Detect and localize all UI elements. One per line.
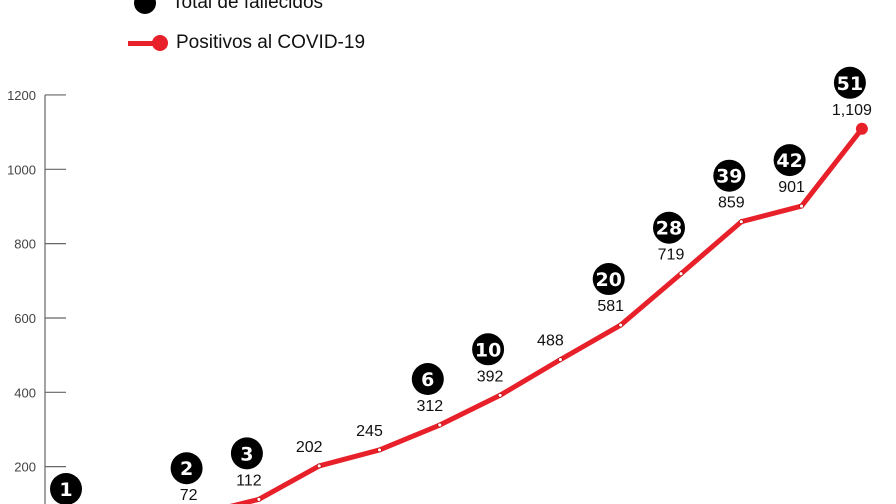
y-tick-label-600: 600 (14, 311, 36, 326)
y-tick-label-400: 400 (14, 385, 36, 400)
legend-label-fallecidos: Total de fallecidos (172, 0, 324, 13)
fallecidos-badge (411, 363, 444, 396)
positivos-value-label: 312 (416, 398, 443, 415)
fallecidos-badge-label: 20 (595, 269, 621, 291)
positivos-point (437, 422, 443, 428)
fallecidos-badge-label: 42 (776, 150, 802, 172)
legend-black-dot-icon (134, 0, 156, 14)
positivos-point (497, 392, 503, 398)
legend-item-fallecidos: Total de fallecidos (134, 0, 323, 14)
positivos-value-label: 488 (537, 333, 564, 350)
fallecidos-badge-label: 1 (59, 479, 72, 501)
fallecidos-badge-label: 28 (656, 218, 682, 240)
legend-label-positivos: Positivos al COVID-19 (176, 32, 366, 53)
positivos-line (229, 127, 864, 504)
fallecidos-badge-label: 3 (240, 443, 253, 465)
positivos-value-label: 392 (477, 368, 504, 385)
positivos-value-label: 72 (180, 487, 198, 504)
positivos-point-end (855, 122, 868, 135)
fallecidos-badge-label: 39 (716, 166, 742, 188)
positivos-point (799, 203, 804, 209)
y-tick-label-800: 800 (14, 237, 36, 252)
fallecidos-badge (472, 333, 505, 366)
positivos-point (738, 219, 744, 225)
fallecidos-badge (833, 66, 866, 99)
positivos-point (256, 496, 262, 502)
positivos-value-label: 581 (597, 298, 624, 315)
y-tick-label-1000: 1000 (7, 162, 36, 177)
fallecidos-badge (50, 473, 82, 504)
positivos-value-label: 202 (296, 439, 323, 456)
fallecidos-badge (773, 144, 806, 177)
y-tick-label-1200: 1200 (7, 88, 36, 103)
positivos-value-label: 859 (718, 195, 745, 212)
fallecidos-badge-label: 6 (421, 369, 434, 391)
legend-red-line-icon (128, 34, 168, 51)
fallecidos-badge-label: 2 (180, 458, 193, 480)
fallecidos-badge (230, 437, 263, 470)
positivos-value-label: 901 (778, 179, 805, 196)
positivos-point (316, 463, 322, 469)
positivos-value-label: 719 (658, 247, 685, 264)
legend-item-positivos: Positivos al COVID-19 (128, 32, 365, 54)
positivos-value-label: 245 (356, 423, 383, 440)
positivos-point (377, 447, 382, 453)
positivos-point (558, 357, 563, 363)
fallecidos-badge (592, 263, 625, 296)
positivos-point (618, 322, 624, 328)
positivos-value-label: 112 (236, 472, 262, 489)
y-tick-label-200: 200 (14, 460, 36, 475)
fallecidos-badge (170, 452, 203, 485)
fallecidos-badge (653, 211, 685, 244)
fallecidos-badge-label: 10 (475, 339, 501, 361)
fallecidos-badge-label: 51 (837, 73, 863, 95)
fallecidos-badge (713, 159, 746, 192)
positivos-point (678, 271, 684, 277)
positivos-value-label: 1,109 (832, 102, 872, 119)
